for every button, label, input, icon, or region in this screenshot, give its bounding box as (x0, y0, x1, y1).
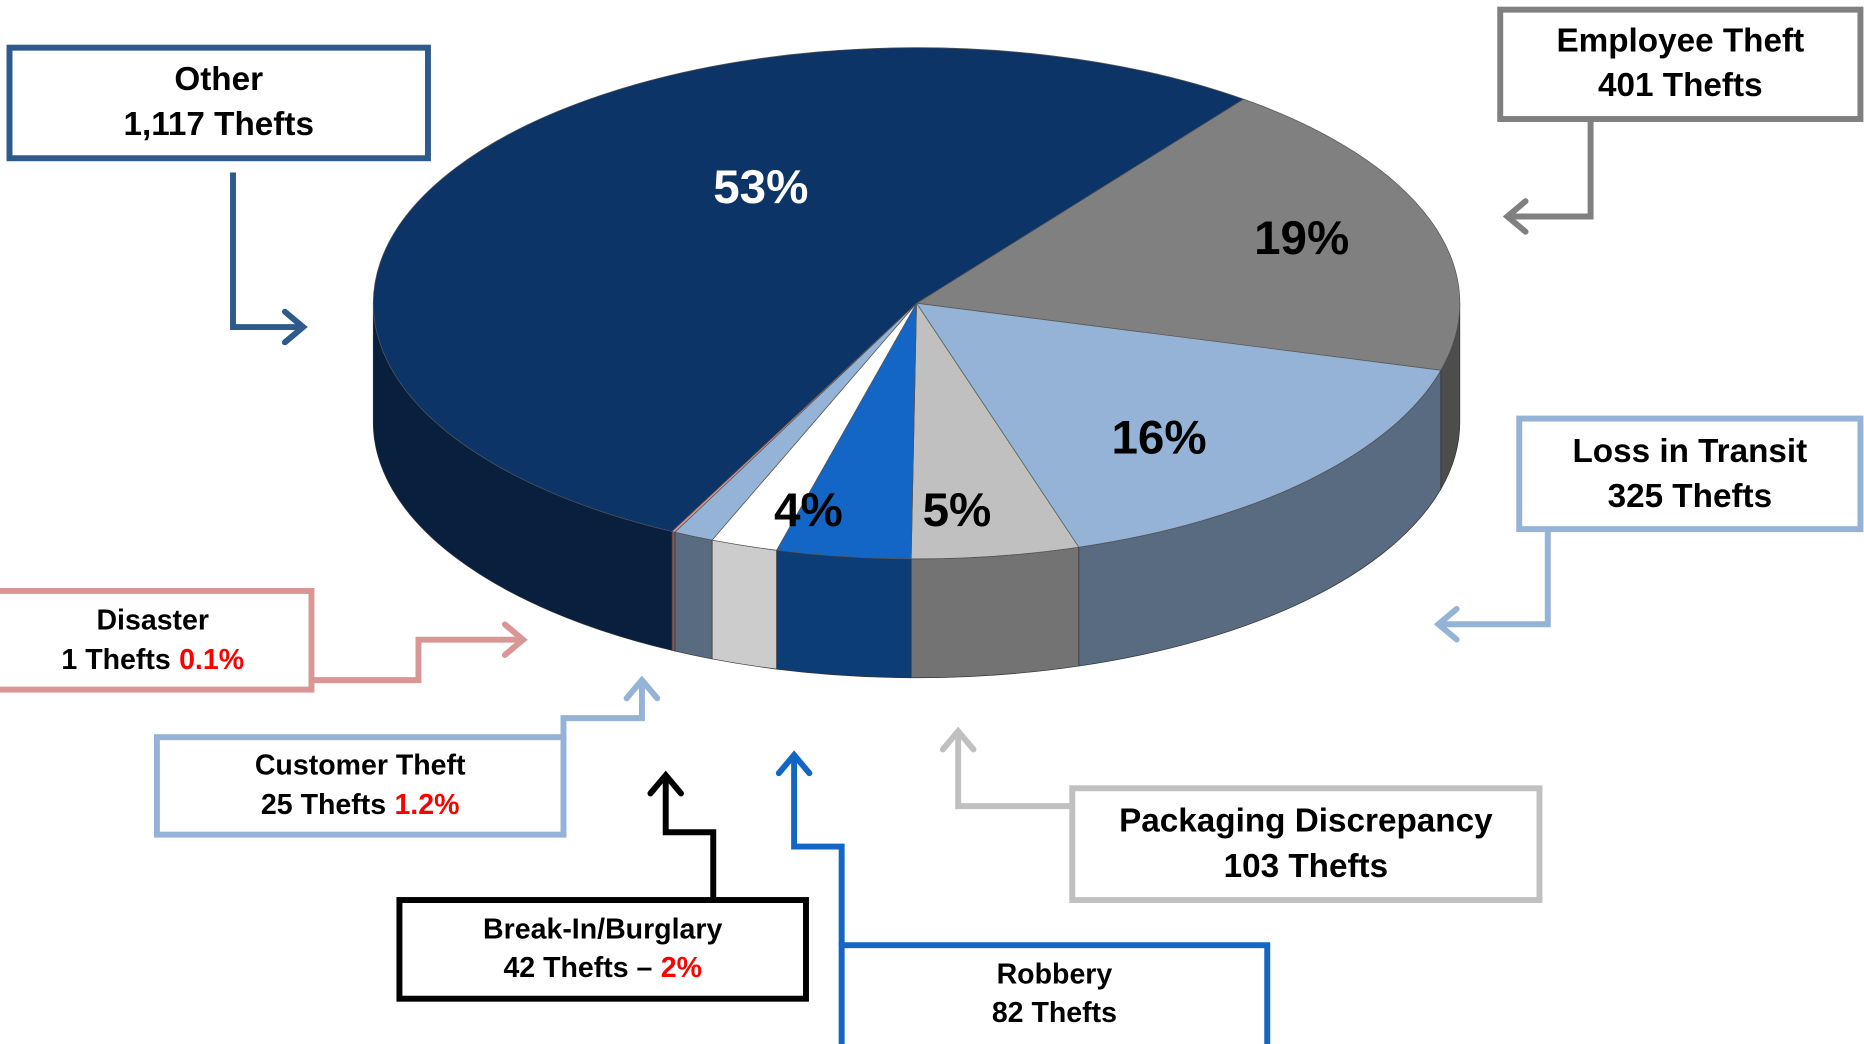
callout-name: Break-In/Burglary (483, 913, 722, 945)
count-label: 1 Thefts (61, 644, 170, 676)
callout-arrow (230, 172, 304, 331)
callout-name: Loss in Transit (1572, 433, 1807, 470)
callout-count: 42 Thefts – 2% (503, 952, 702, 984)
count-label: 325 Thefts (1608, 478, 1773, 515)
count-label: 401 Thefts (1598, 67, 1763, 104)
slice-label: 4% (774, 484, 843, 537)
pie-slice (910, 302, 1080, 560)
callout-box (0, 587, 315, 693)
callout-count: 25 Thefts 1.2% (261, 789, 460, 821)
count-label: 82 Thefts (992, 997, 1117, 1029)
pie-slice (915, 302, 1442, 548)
callout-name: Other (174, 61, 263, 98)
percent-label: 0.1% (179, 644, 244, 676)
callout-arrow (311, 636, 524, 684)
callout-arrow (560, 680, 645, 738)
pie-side (674, 531, 713, 660)
callout-box (1497, 6, 1864, 122)
slice-label: 5% (923, 484, 992, 537)
callout-name: Employee Theft (1556, 23, 1804, 60)
callout-count: 325 Thefts (1608, 478, 1773, 515)
callout-count: 1 Thefts 0.1% (61, 644, 244, 676)
arrow-head (1502, 198, 1529, 235)
callout-arrow (1507, 119, 1594, 220)
arrow-head (281, 308, 308, 346)
pie-side (910, 546, 1080, 679)
arrow-head (623, 675, 661, 702)
callout-name: Robbery (997, 959, 1113, 991)
arrow-head (1433, 605, 1460, 643)
callout-count: 82 Thefts (992, 997, 1117, 1029)
pie-slice (915, 98, 1461, 371)
callout-count: 103 Thefts (1224, 848, 1389, 885)
percent-label: 1.2% (394, 789, 459, 821)
pie-side (671, 531, 676, 652)
callout-arrow (1438, 529, 1551, 628)
callout-box (1069, 785, 1543, 904)
callout-arrow (662, 775, 717, 901)
callout-arrow (791, 755, 845, 946)
callout-name: Customer Theft (255, 749, 466, 781)
arrow-head (939, 726, 977, 753)
slice-label: 16% (1111, 412, 1206, 465)
callout-count: 401 Thefts (1598, 67, 1763, 104)
count-label: 103 Thefts (1224, 848, 1389, 885)
callout-box (6, 44, 431, 162)
callout-arrow (955, 731, 1073, 810)
count-label: 42 Thefts – (503, 952, 652, 984)
count-label: 25 Thefts (261, 789, 386, 821)
callout-box (1516, 415, 1864, 533)
callout-name: Packaging Discrepancy (1119, 803, 1493, 840)
pie-side (711, 539, 777, 670)
arrow-head (775, 750, 813, 777)
callout-box (838, 942, 1271, 1044)
arrow-head (647, 770, 684, 797)
callout-name: Disaster (96, 604, 209, 636)
callout-box (396, 897, 809, 1002)
count-label: 1,117 Thefts (124, 106, 314, 143)
slice-label: 19% (1254, 212, 1349, 265)
callout-box (153, 734, 567, 838)
percent-label: 2% (661, 952, 702, 984)
arrow-head (501, 621, 528, 658)
pie-slice (372, 47, 1245, 532)
pie-side (776, 549, 912, 679)
slice-label: 53% (713, 161, 808, 214)
callout-count: 1,117 Thefts (124, 106, 314, 143)
